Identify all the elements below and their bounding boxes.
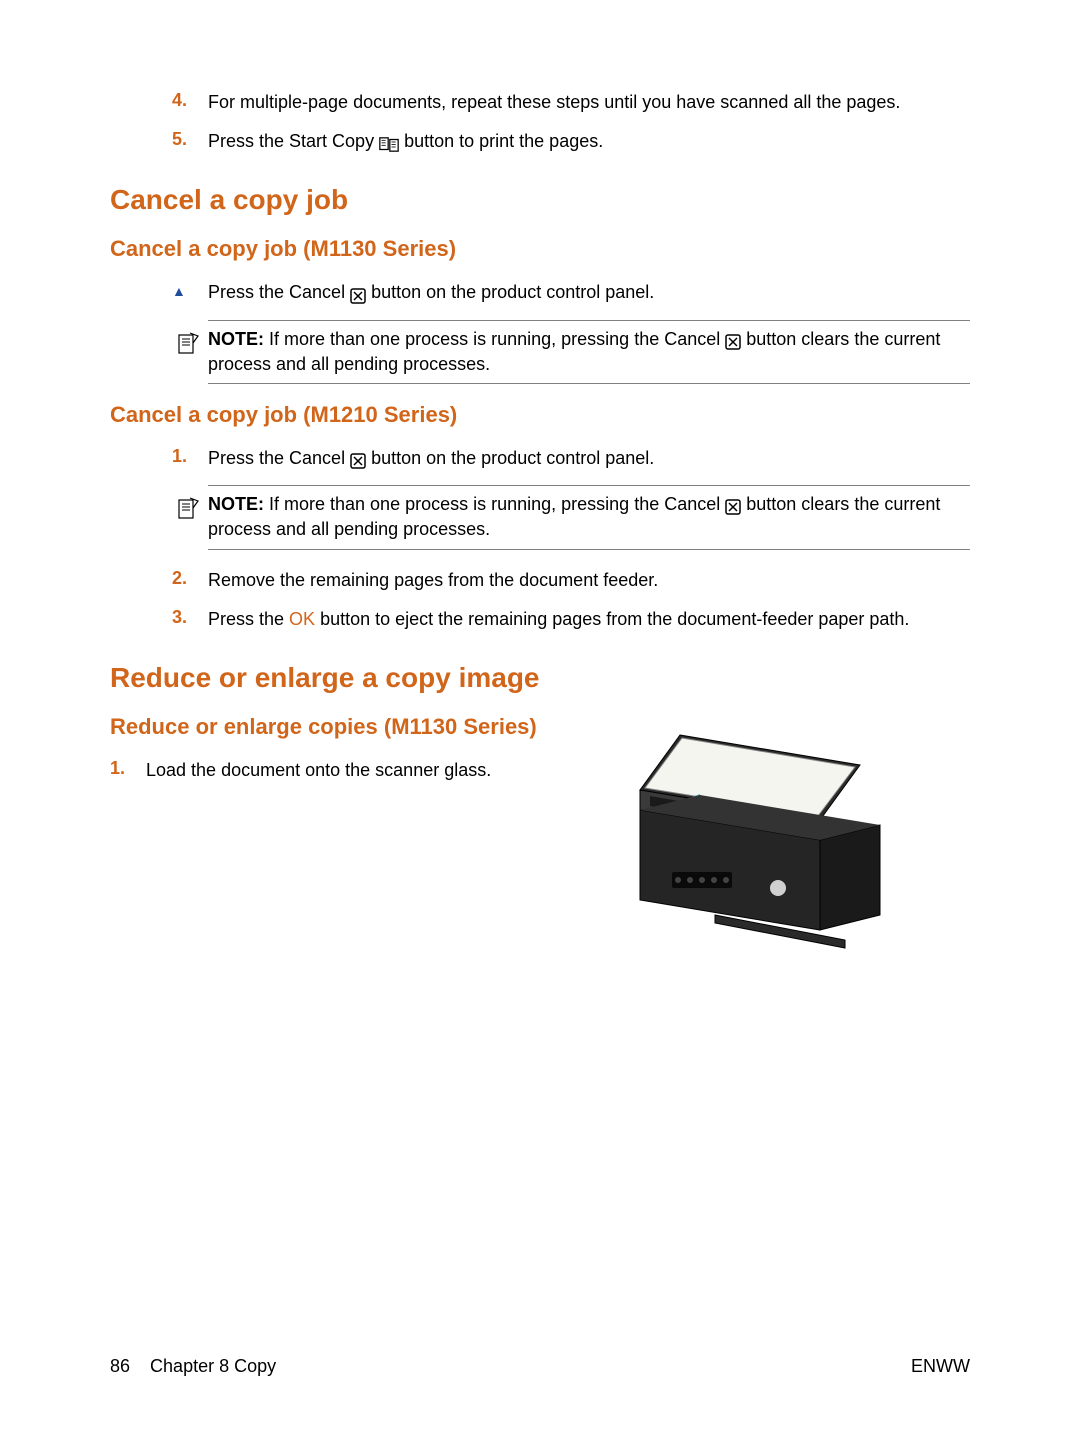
text-after: button on the product control panel. <box>366 282 654 302</box>
step-5: 5. Press the Start Copy button to print … <box>172 129 970 154</box>
printer-scanner-illustration <box>620 730 900 960</box>
heading-cancel-copy-job: Cancel a copy job <box>110 184 970 216</box>
step-4: 4. For multiple-page documents, repeat t… <box>172 90 970 115</box>
note-text: NOTE: If more than one process is runnin… <box>208 329 940 374</box>
text-after: button to eject the remaining pages from… <box>315 609 909 629</box>
text-after: button to print the pages. <box>399 131 603 151</box>
text-before: Press the Start Copy <box>208 131 379 151</box>
page-number: 86 <box>110 1356 130 1376</box>
text-after: button on the product control panel. <box>366 448 654 468</box>
note-icon <box>176 331 200 355</box>
text-before: Press the Cancel <box>208 282 350 302</box>
text-before: Press the <box>208 609 289 629</box>
note-box-m1130: NOTE: If more than one process is runnin… <box>208 320 970 384</box>
chapter-label: Chapter 8 Copy <box>150 1356 276 1376</box>
cancel-icon <box>350 286 366 302</box>
step-number: 4. <box>172 90 208 115</box>
bullet-item: ▲ Press the Cancel button on the product… <box>172 280 970 305</box>
heading-cancel-m1210: Cancel a copy job (M1210 Series) <box>110 402 970 428</box>
step-1-m1210: 1. Press the Cancel button on the produc… <box>172 446 970 471</box>
note-label: NOTE: <box>208 494 264 514</box>
note-label: NOTE: <box>208 329 264 349</box>
step-text: Press the OK button to eject the remaini… <box>208 607 909 632</box>
note-before: If more than one process is running, pre… <box>264 494 725 514</box>
triangle-bullet-icon: ▲ <box>172 280 208 305</box>
heading-cancel-m1130: Cancel a copy job (M1130 Series) <box>110 236 970 262</box>
step-number: 2. <box>172 568 208 593</box>
ok-button-text: OK <box>289 609 315 629</box>
note-before: If more than one process is running, pre… <box>264 329 725 349</box>
footer-left: 86 Chapter 8 Copy <box>110 1356 276 1377</box>
note-box-m1210: NOTE: If more than one process is runnin… <box>208 485 970 549</box>
step-text: Press the Cancel button on the product c… <box>208 446 654 471</box>
text-before: Press the Cancel <box>208 448 350 468</box>
step-number: 1. <box>110 758 146 783</box>
bullet-text: Press the Cancel button on the product c… <box>208 280 654 305</box>
cancel-icon <box>725 332 741 348</box>
cancel-icon <box>725 497 741 513</box>
step-text: Press the Start Copy button to print the… <box>208 129 603 154</box>
step-number: 1. <box>172 446 208 471</box>
step-number: 3. <box>172 607 208 632</box>
page-footer: 86 Chapter 8 Copy ENWW <box>110 1356 970 1377</box>
step-text: Remove the remaining pages from the docu… <box>208 568 658 593</box>
step-2-m1210: 2. Remove the remaining pages from the d… <box>172 568 970 593</box>
note-text: NOTE: If more than one process is runnin… <box>208 494 940 539</box>
step-text: Load the document onto the scanner glass… <box>146 758 491 783</box>
step-text: For multiple-page documents, repeat thes… <box>208 90 900 115</box>
copy-icon <box>379 134 399 150</box>
footer-right: ENWW <box>911 1356 970 1377</box>
step-number: 5. <box>172 129 208 154</box>
cancel-icon <box>350 451 366 467</box>
heading-reduce-enlarge: Reduce or enlarge a copy image <box>110 662 970 694</box>
note-icon <box>176 496 200 520</box>
step-3-m1210: 3. Press the OK button to eject the rema… <box>172 607 970 632</box>
